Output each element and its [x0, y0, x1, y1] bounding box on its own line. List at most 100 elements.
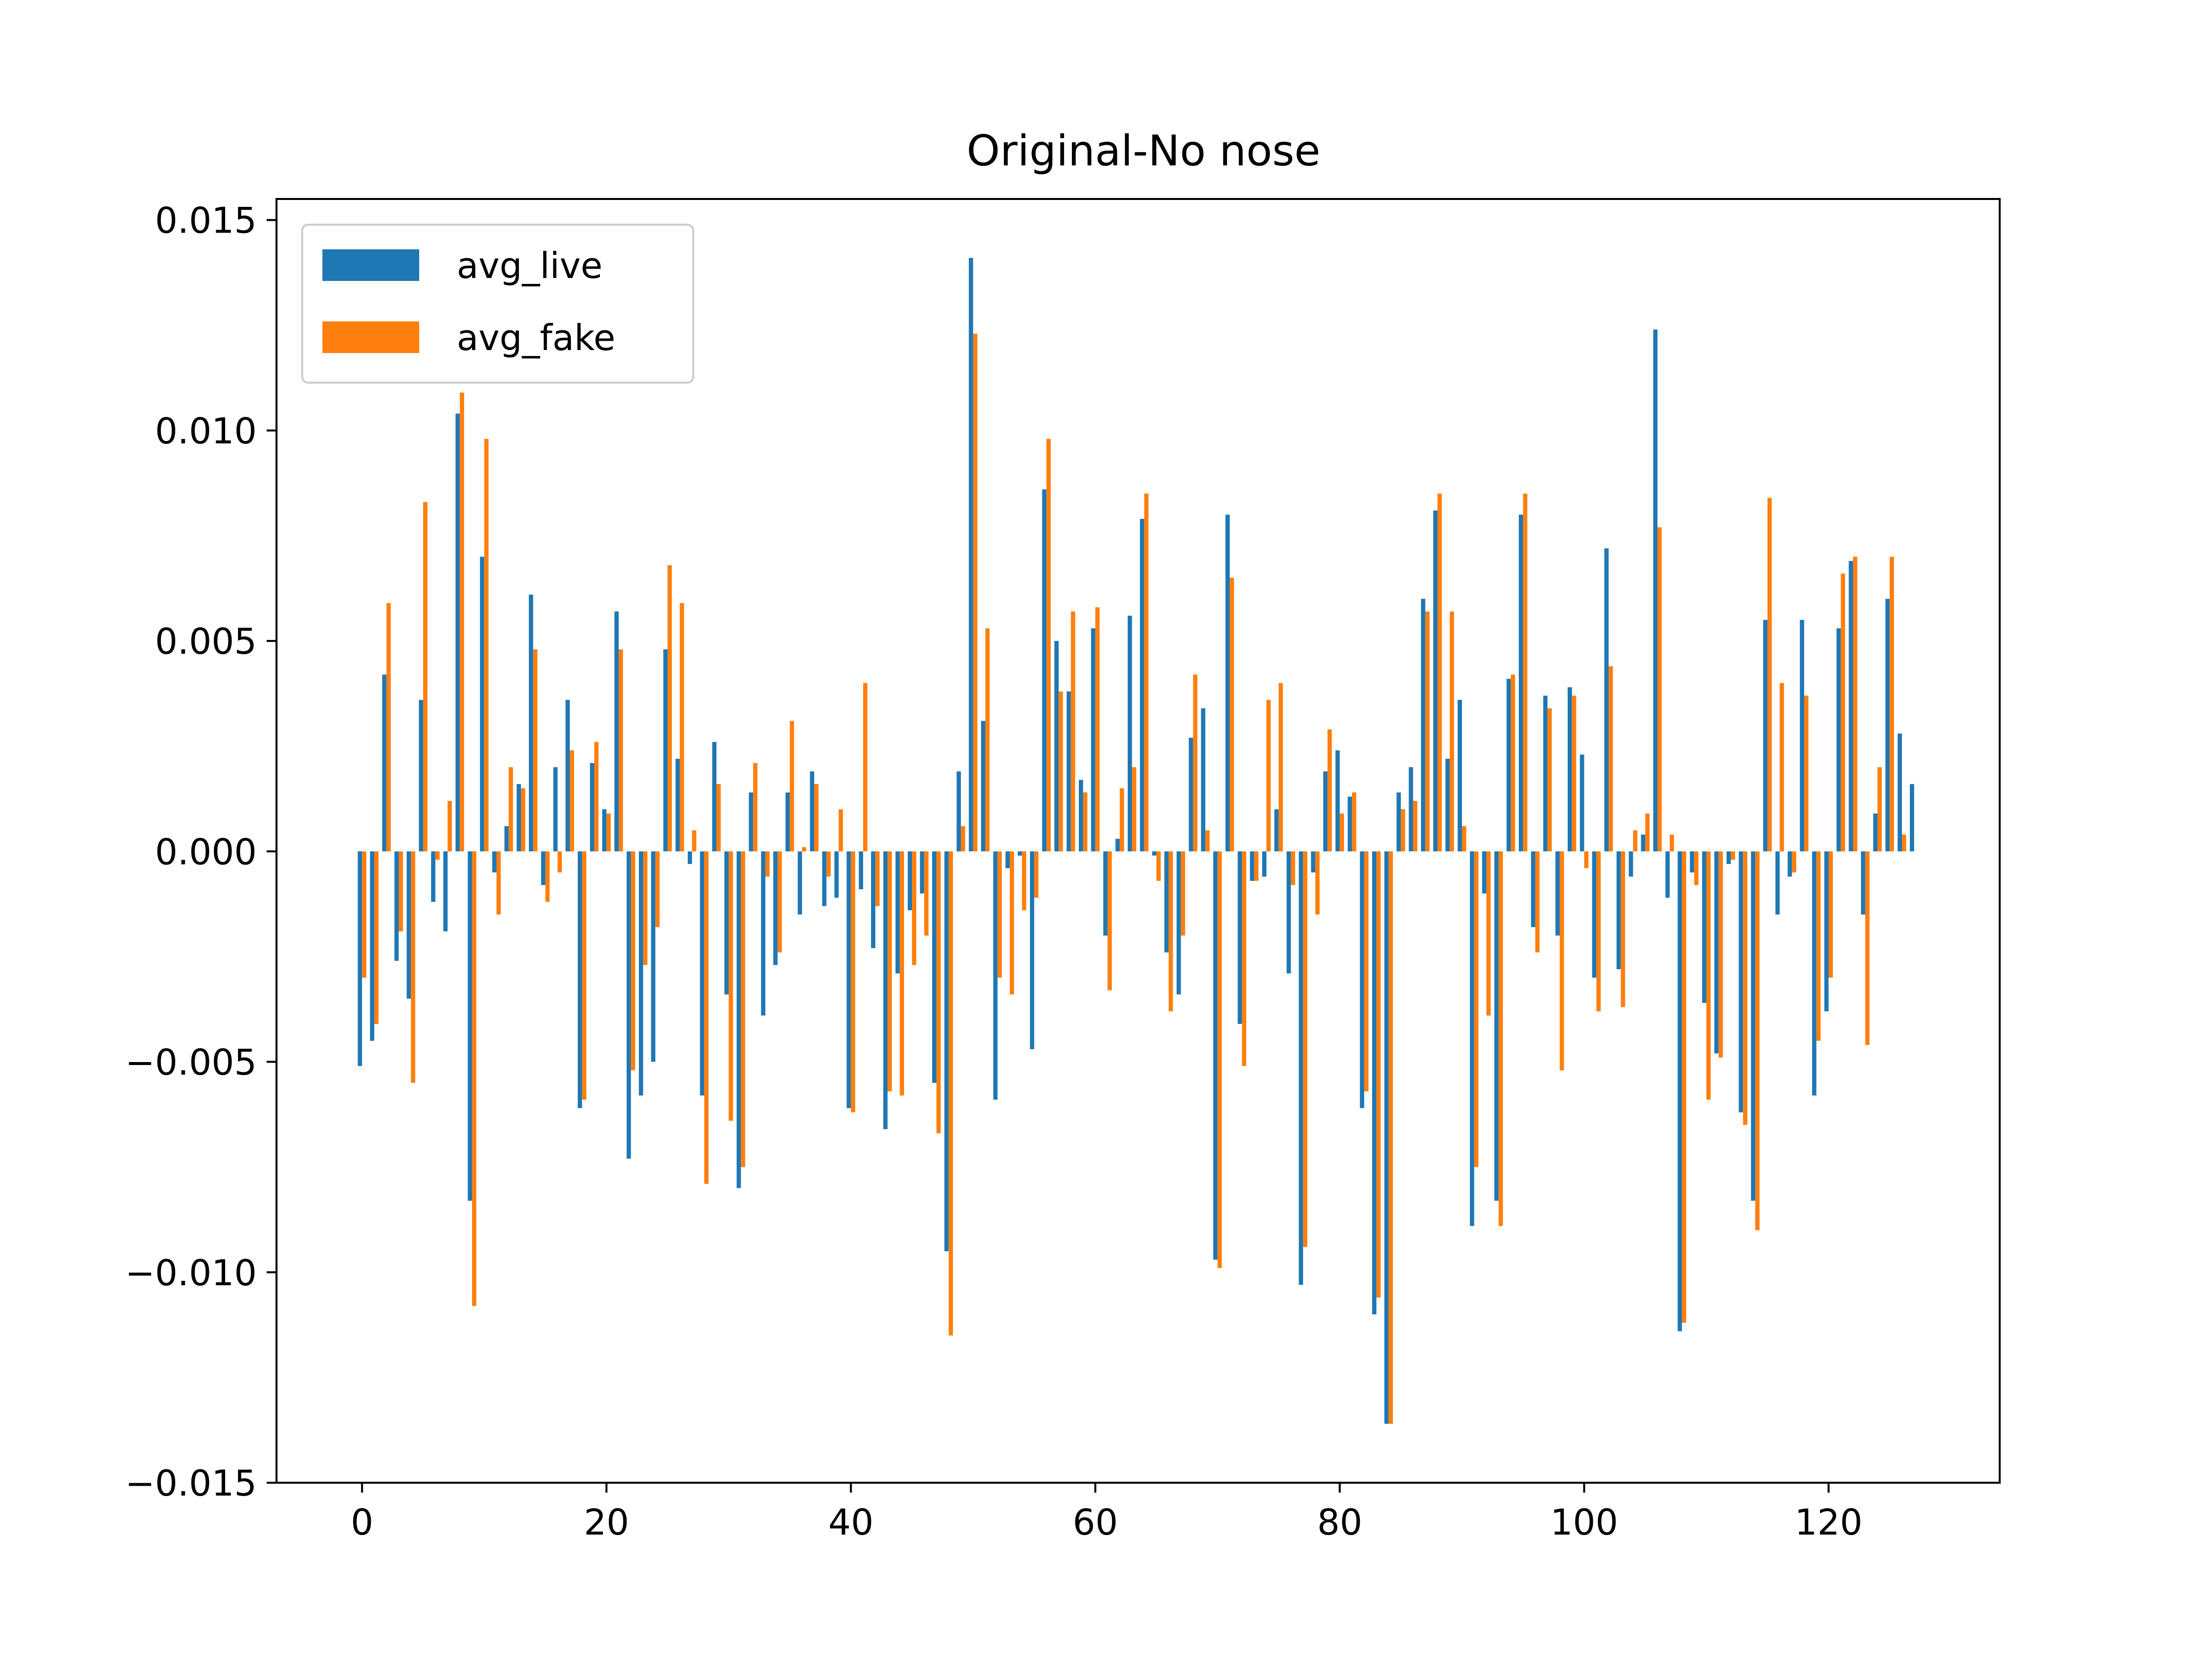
bar-avg-live-4: [406, 851, 411, 999]
bar-avg-live-106: [1653, 329, 1658, 852]
bar-avg-fake-40: [851, 851, 855, 1112]
bar-avg-fake-89: [1450, 611, 1454, 852]
x-tick-label: 60: [1073, 1501, 1118, 1543]
bar-avg-live-37: [810, 771, 815, 852]
bar-avg-fake-90: [1462, 826, 1466, 852]
bar-avg-live-85: [1396, 792, 1401, 852]
bar-avg-fake-83: [1376, 851, 1381, 1298]
bar-avg-fake-9: [472, 851, 476, 1306]
bar-avg-live-42: [871, 851, 875, 948]
y-tick-label: −0.005: [125, 1042, 257, 1083]
bar-avg-fake-118: [1804, 695, 1809, 852]
bar-avg-fake-125: [1890, 556, 1894, 852]
bar-avg-fake-67: [1181, 851, 1185, 936]
bar-avg-live-17: [565, 700, 570, 852]
bar-avg-fake-82: [1364, 851, 1369, 1092]
bar-avg-fake-39: [838, 809, 843, 852]
bar-avg-fake-74: [1266, 700, 1271, 852]
bar-avg-fake-105: [1645, 813, 1650, 852]
bar-avg-fake-66: [1168, 851, 1173, 1012]
bar-avg-live-108: [1677, 851, 1682, 1332]
bar-avg-live-86: [1409, 767, 1413, 852]
bar-avg-fake-15: [545, 851, 550, 902]
bar-avg-live-70: [1213, 851, 1218, 1260]
bar-avg-live-1: [370, 851, 375, 1041]
bar-avg-live-126: [1897, 733, 1902, 852]
bar-avg-live-92: [1482, 851, 1487, 894]
bar-avg-fake-50: [973, 333, 978, 852]
bar-avg-live-100: [1580, 754, 1584, 852]
bar-avg-live-52: [993, 851, 998, 1100]
bar-avg-fake-63: [1132, 767, 1137, 852]
bar-avg-live-102: [1604, 548, 1609, 852]
bar-avg-live-30: [724, 851, 729, 995]
bar-avg-live-118: [1800, 620, 1804, 852]
bar-avg-live-124: [1873, 813, 1878, 852]
bar-avg-live-10: [480, 556, 484, 852]
bar-avg-fake-123: [1865, 851, 1870, 1045]
bar-avg-fake-35: [790, 721, 794, 852]
bar-avg-fake-85: [1401, 809, 1405, 852]
bar-avg-fake-45: [912, 851, 916, 965]
bar-avg-live-110: [1702, 851, 1706, 1003]
bar-avg-live-84: [1384, 851, 1389, 1424]
bar-avg-live-36: [797, 851, 802, 915]
bar-avg-fake-62: [1119, 788, 1124, 852]
bar-avg-live-25: [663, 649, 668, 852]
bar-avg-fake-91: [1474, 851, 1479, 1167]
bar-avg-live-96: [1531, 851, 1536, 927]
bar-avg-fake-100: [1584, 851, 1589, 869]
bar-avg-fake-21: [619, 649, 623, 852]
bar-avg-fake-80: [1340, 813, 1344, 852]
bar-avg-fake-54: [1022, 851, 1027, 910]
bar-avg-fake-24: [655, 851, 660, 927]
bar-avg-live-69: [1201, 708, 1206, 852]
bar-avg-fake-27: [692, 830, 697, 852]
bar-avg-fake-94: [1510, 674, 1515, 852]
bar-avg-live-101: [1592, 851, 1597, 978]
bar-avg-fake-31: [741, 851, 746, 1167]
bar-avg-live-78: [1311, 851, 1315, 872]
bar-avg-fake-116: [1779, 683, 1784, 852]
bar-avg-live-41: [859, 851, 864, 890]
bar-avg-live-51: [981, 721, 986, 852]
bar-avg-live-24: [651, 851, 656, 1062]
bar-avg-live-20: [602, 809, 607, 852]
bar-avg-fake-61: [1107, 851, 1112, 990]
bar-avg-fake-5: [423, 502, 428, 852]
bar-avg-live-116: [1775, 851, 1780, 915]
bar-avg-live-127: [1910, 784, 1914, 852]
bar-avg-fake-49: [961, 826, 965, 852]
bar-avg-fake-46: [924, 851, 929, 936]
bar-avg-fake-4: [411, 851, 415, 1083]
bar-avg-live-11: [492, 851, 497, 872]
bar-avg-live-15: [541, 851, 546, 885]
legend-swatch-avg-live: [322, 249, 419, 281]
bar-avg-fake-95: [1523, 493, 1528, 852]
bar-avg-fake-14: [533, 649, 538, 852]
bar-avg-live-103: [1617, 851, 1621, 969]
bar-avg-fake-87: [1425, 611, 1430, 852]
bar-avg-live-3: [394, 851, 399, 961]
bar-avg-fake-76: [1291, 851, 1296, 885]
bar-avg-fake-99: [1572, 695, 1577, 852]
legend-swatch-avg-fake: [322, 321, 419, 353]
bar-avg-live-31: [736, 851, 741, 1188]
bar-avg-fake-42: [875, 851, 880, 907]
bar-avg-live-99: [1568, 687, 1572, 852]
bar-avg-fake-65: [1156, 851, 1161, 881]
bar-avg-live-7: [443, 851, 448, 932]
bar-avg-fake-28: [704, 851, 709, 1184]
bar-avg-fake-2: [386, 603, 391, 852]
y-tick-label: −0.015: [125, 1462, 257, 1504]
bar-avg-live-27: [687, 851, 692, 864]
bar-avg-fake-112: [1731, 851, 1736, 860]
bar-avg-live-71: [1225, 514, 1230, 852]
bar-avg-live-13: [516, 784, 521, 852]
bar-avg-live-43: [883, 851, 888, 1129]
bar-avg-fake-1: [374, 851, 379, 1024]
bar-avg-fake-19: [594, 742, 599, 852]
bar-avg-live-91: [1470, 851, 1474, 1226]
bar-avg-live-18: [578, 851, 582, 1108]
